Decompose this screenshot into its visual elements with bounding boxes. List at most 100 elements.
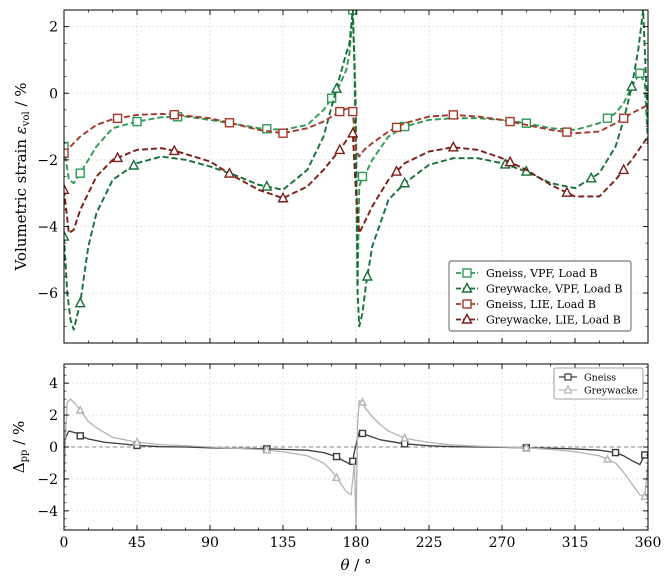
bottom-marker-triangle — [640, 491, 648, 500]
top-marker-square — [602, 113, 613, 123]
top-marker-square — [75, 168, 85, 178]
top-marker-square — [326, 93, 337, 103]
x-tick-label: 90 — [201, 535, 219, 551]
top-marker-triangle — [626, 80, 638, 91]
top-marker-square — [278, 128, 288, 138]
y-title-subscript: vol — [21, 111, 32, 127]
top-y-axis-title: Volumetric strain εvol / % — [12, 82, 32, 271]
top-marker-square — [64, 141, 69, 152]
top-marker-triangle — [561, 186, 573, 197]
top-marker-triangle — [447, 140, 459, 152]
top-marker-square — [169, 109, 180, 120]
top-legend: Gneiss, VPF, Load B Greywacke, VPF, Load … — [448, 260, 632, 332]
top-marker-triangle — [347, 126, 359, 138]
top-marker-triangle — [390, 165, 403, 176]
legend-marker-square — [462, 299, 472, 309]
legend-marker-triangle — [461, 282, 473, 293]
top-panel: −6 −4 −2 0 2 Volumetric strain εvol / % Gneiss… — [12, 9, 649, 344]
bottom-marker-square — [400, 440, 409, 448]
bottom-marker-triangle — [332, 472, 341, 482]
top-y-tick-label: −4 — [37, 219, 58, 235]
x-axis-title: θ / ° — [340, 556, 371, 574]
legend-marker-triangle — [563, 384, 573, 394]
y-title-main: Volumetric strain — [12, 134, 30, 271]
top-y-tick-label: 2 — [49, 20, 58, 36]
y-title-symbol: ε — [12, 126, 30, 134]
bottom-marker-triangle — [521, 442, 531, 452]
top-marker-triangle — [399, 176, 411, 188]
top-marker-square — [112, 113, 123, 124]
top-marker-triangle — [261, 180, 273, 191]
top-marker-square — [562, 127, 572, 137]
top-y-tick-label: −2 — [37, 153, 58, 169]
bottom-y-tick-label: 4 — [49, 376, 58, 392]
bottom-marker-triangle — [75, 405, 85, 414]
legend-label: Gneiss, LIE, Load B — [486, 298, 596, 311]
x-tick-label: 0 — [60, 535, 69, 551]
top-marker-square — [391, 122, 402, 133]
top-marker-square — [224, 118, 235, 128]
legend-label: Greywacke, LIE, Load B — [486, 314, 621, 327]
x-tick-label: 180 — [343, 535, 370, 551]
top-marker-square — [262, 124, 272, 134]
bottom-y-tick-label: −2 — [37, 472, 58, 488]
legend-marker-square — [462, 268, 472, 278]
legend-box — [448, 260, 632, 332]
bottom-marker-triangle — [400, 433, 410, 442]
bottom-ticks: 0 45 90 135 180 225 270 315 360 −4 −2 0 2 4 — [37, 364, 661, 551]
bottom-marker-square — [332, 452, 341, 461]
top-marker-triangle — [64, 183, 70, 195]
bottom-marker-triangle — [358, 397, 367, 406]
top-series-group — [64, 10, 648, 331]
top-marker-square — [505, 116, 515, 127]
bottom-legend: Gneiss Greywacke — [553, 367, 644, 400]
legend-label: Greywacke — [584, 386, 638, 397]
bottom-y-tick-label: 0 — [49, 440, 58, 456]
legend-label: Gneiss — [584, 373, 616, 384]
top-marker-square — [132, 116, 142, 127]
bottom-series-group — [64, 397, 648, 528]
bottom-y-tick-label: 2 — [49, 408, 58, 424]
y-title-unit: / % — [10, 421, 28, 450]
legend-marker-triangle — [461, 313, 473, 324]
top-marker-triangle — [504, 155, 516, 167]
top-marker-triangle — [585, 171, 597, 183]
bottom-marker-triangle — [602, 454, 612, 463]
y-title-subscript: pp — [19, 450, 30, 463]
top-marker-triangle — [361, 270, 373, 281]
legend-box — [553, 367, 644, 400]
x-tick-label: 270 — [489, 535, 516, 551]
top-marker-square — [618, 113, 629, 123]
top-marker-square — [448, 110, 459, 120]
bottom-marker-triangle — [262, 445, 272, 454]
legend-label: Gneiss, VPF, Load B — [486, 267, 598, 280]
top-marker-triangle — [223, 167, 236, 178]
bottom-marker-triangle — [132, 437, 142, 446]
top-marker-square — [521, 118, 532, 128]
bottom-panel: 0 45 90 135 180 225 270 315 360 −4 −2 0 2 4 Δpp / % θ /… — [10, 363, 661, 574]
top-marker-triangle — [64, 230, 70, 241]
top-marker-triangle — [128, 159, 140, 170]
x-title-unit: / ° — [349, 556, 371, 574]
bottom-marker-square — [358, 429, 367, 438]
top-marker-triangle — [111, 151, 124, 163]
top-marker-triangle — [168, 144, 180, 156]
top-marker-square — [348, 106, 358, 117]
top-series-line-3 — [64, 132, 648, 235]
y-title-unit: / % — [12, 82, 30, 111]
bottom-series-line-0 — [64, 430, 648, 466]
top-marker-square — [64, 148, 69, 158]
top-marker-triangle — [334, 143, 346, 155]
top-marker-square — [335, 106, 345, 117]
top-marker-square — [357, 171, 368, 182]
top-ticks: −6 −4 −2 0 2 — [37, 9, 649, 344]
top-y-tick-label: 0 — [49, 86, 58, 102]
y-title-symbol: Δ — [10, 462, 28, 473]
x-title-symbol: θ — [340, 556, 349, 574]
bottom-marker-square — [349, 457, 357, 466]
top-marker-triangle — [618, 163, 630, 175]
top-marker-square — [635, 68, 645, 78]
x-tick-label: 45 — [128, 535, 146, 551]
x-tick-label: 315 — [562, 535, 589, 551]
